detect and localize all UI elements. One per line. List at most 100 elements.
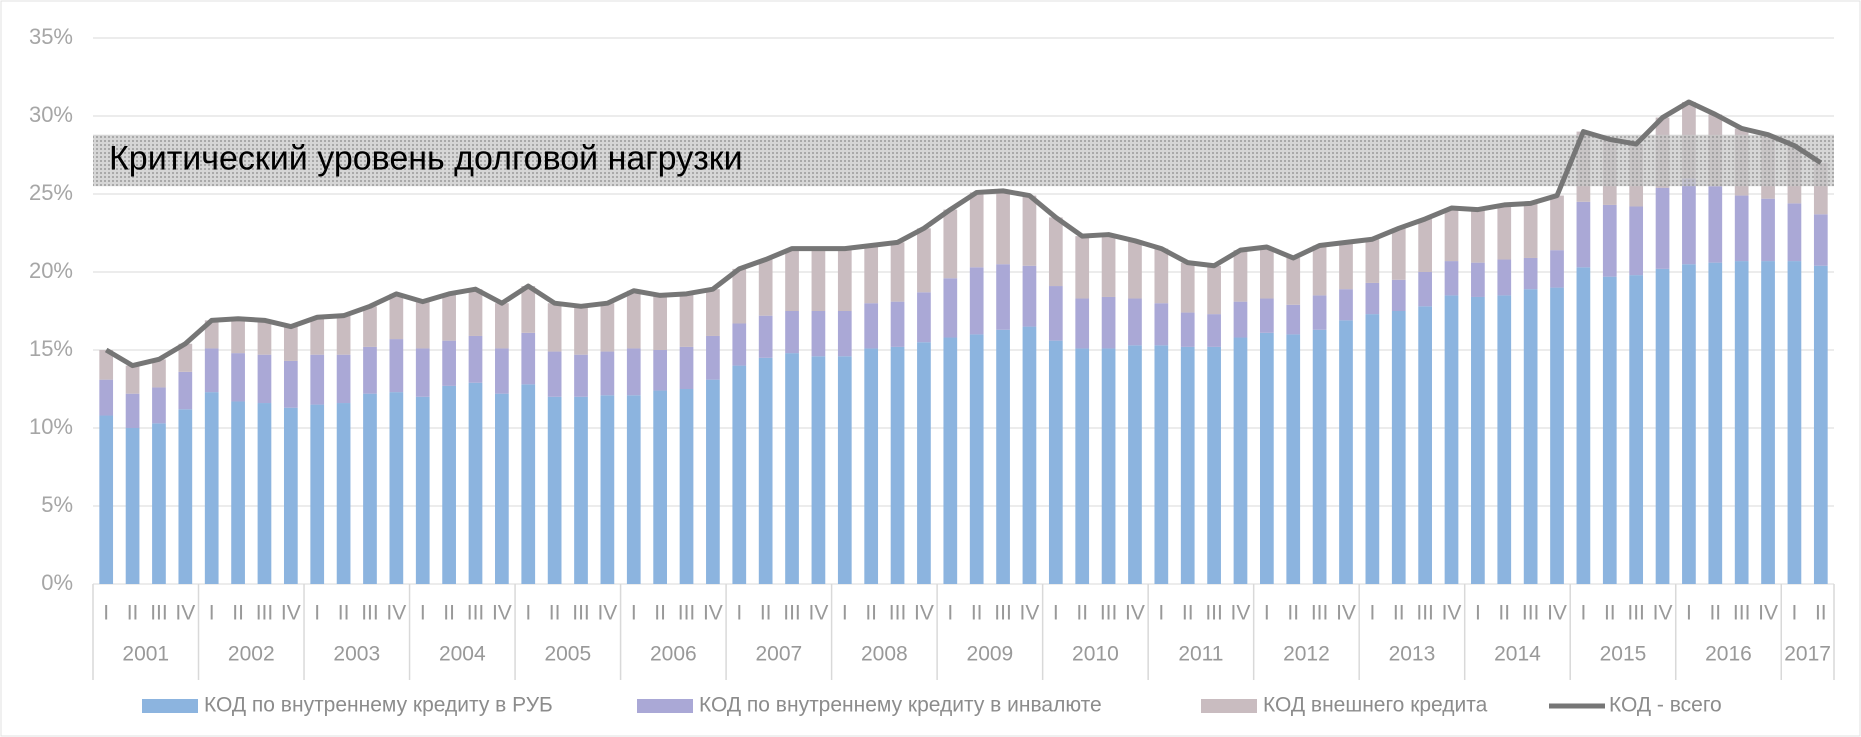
bar-segment [1365, 239, 1380, 283]
bar-segment [1734, 195, 1749, 262]
year-label: 2009 [967, 643, 1014, 666]
bar-segment [1550, 195, 1564, 251]
bar-segment [837, 248, 852, 311]
bar-segment [1523, 289, 1538, 584]
bar-segment [864, 303, 879, 349]
y-tick-label: 25% [29, 180, 73, 205]
legend-label: КОД по внутреннему кредиту в инвалюте [699, 694, 1102, 717]
bar-segment [1444, 261, 1459, 296]
bar-segment [1312, 245, 1327, 296]
year-label: 2001 [122, 643, 169, 666]
x-tick-label: I [420, 602, 426, 625]
bar-segment [1391, 311, 1406, 584]
bar-segment [706, 379, 720, 584]
x-tick-label: III [994, 602, 1012, 625]
bar-segment [706, 289, 720, 336]
bar-segment [1233, 301, 1248, 338]
bar-segment [257, 403, 272, 584]
bar-segment [231, 318, 245, 354]
bar-segment [837, 356, 852, 584]
x-tick-label: IV [1231, 602, 1251, 625]
bar-segment [257, 354, 272, 404]
bar-segment [574, 396, 588, 584]
x-tick-label: I [1580, 602, 1586, 625]
x-tick-label: IV [703, 602, 723, 625]
bar-segment [1128, 298, 1142, 346]
bar-segment [732, 365, 747, 584]
legend-label: КОД по внутреннему кредиту в РУБ [204, 694, 553, 717]
bar-segment [1207, 346, 1221, 584]
bar-segment [1629, 206, 1644, 276]
bar-segment [442, 385, 456, 584]
bar-segment [626, 395, 641, 584]
bar-segment [1682, 264, 1696, 584]
bar-segment [389, 339, 404, 393]
bar-segment [1523, 257, 1538, 290]
bar-segment [600, 303, 615, 352]
year-label: 2005 [544, 643, 591, 666]
bar-segment [363, 306, 377, 347]
x-tick-label: II [1393, 602, 1405, 625]
x-tick-label: IV [175, 602, 195, 625]
legend-swatch [637, 699, 693, 713]
bar-segment [1128, 345, 1142, 584]
bar-segment [257, 320, 272, 355]
bar-segment [310, 317, 325, 355]
bar-segment [1048, 217, 1063, 287]
bar-segment [1734, 261, 1749, 584]
bar-segment [864, 245, 879, 304]
bar-segment [574, 306, 588, 355]
bar-segment [389, 392, 404, 584]
bar-segment [679, 346, 694, 389]
x-tick-label: IV [808, 602, 828, 625]
bar-segment [1444, 295, 1459, 584]
bar-segment [1602, 204, 1617, 277]
bar-segment [231, 401, 245, 584]
bar-segment [1022, 265, 1037, 327]
bar-segment [1365, 314, 1380, 584]
x-tick-label: II [971, 602, 983, 625]
bar-segment [811, 248, 826, 311]
y-tick-label: 15% [29, 336, 73, 361]
bar-segment [547, 351, 562, 397]
bar-segment [1154, 248, 1169, 304]
bar-segment [864, 348, 879, 584]
bar-segment [1682, 178, 1696, 265]
x-tick-label: III [467, 602, 485, 625]
bar-segment [152, 359, 166, 388]
bar-segment [1180, 312, 1195, 347]
critical-band-label: Критический уровень долговой нагрузки [109, 139, 743, 177]
bar-segment [283, 407, 298, 584]
bar-segment [1075, 348, 1090, 584]
bar-segment [1259, 332, 1274, 584]
bar-segment [442, 293, 456, 341]
bar-segment [1339, 289, 1353, 321]
bar-segment [890, 242, 905, 302]
x-tick-label: I [1369, 602, 1375, 625]
bar-segment [1761, 261, 1775, 584]
bar-segment [1312, 329, 1327, 584]
bar-segment [732, 323, 747, 366]
bar-segment [1022, 195, 1037, 266]
bar-segment [837, 311, 852, 357]
bar-segment [1022, 326, 1037, 584]
x-tick-label: I [947, 602, 953, 625]
year-label: 2015 [1600, 643, 1647, 666]
y-tick-label: 5% [41, 492, 73, 517]
year-label: 2017 [1784, 643, 1831, 666]
x-tick-label: IV [1442, 602, 1462, 625]
bar-segment [890, 346, 905, 584]
bar-segment [996, 264, 1010, 330]
bar-segment [969, 334, 984, 584]
bar-segment [204, 320, 219, 349]
x-tick-label: III [361, 602, 379, 625]
bar-segment [1471, 262, 1485, 297]
bar-segment [1286, 334, 1301, 584]
bar-segment [152, 387, 166, 424]
x-tick-label: II [232, 602, 244, 625]
bar-segment [1787, 261, 1802, 584]
bar-segment [1154, 345, 1169, 584]
x-tick-label: II [1709, 602, 1721, 625]
bar-segment [1497, 295, 1512, 584]
